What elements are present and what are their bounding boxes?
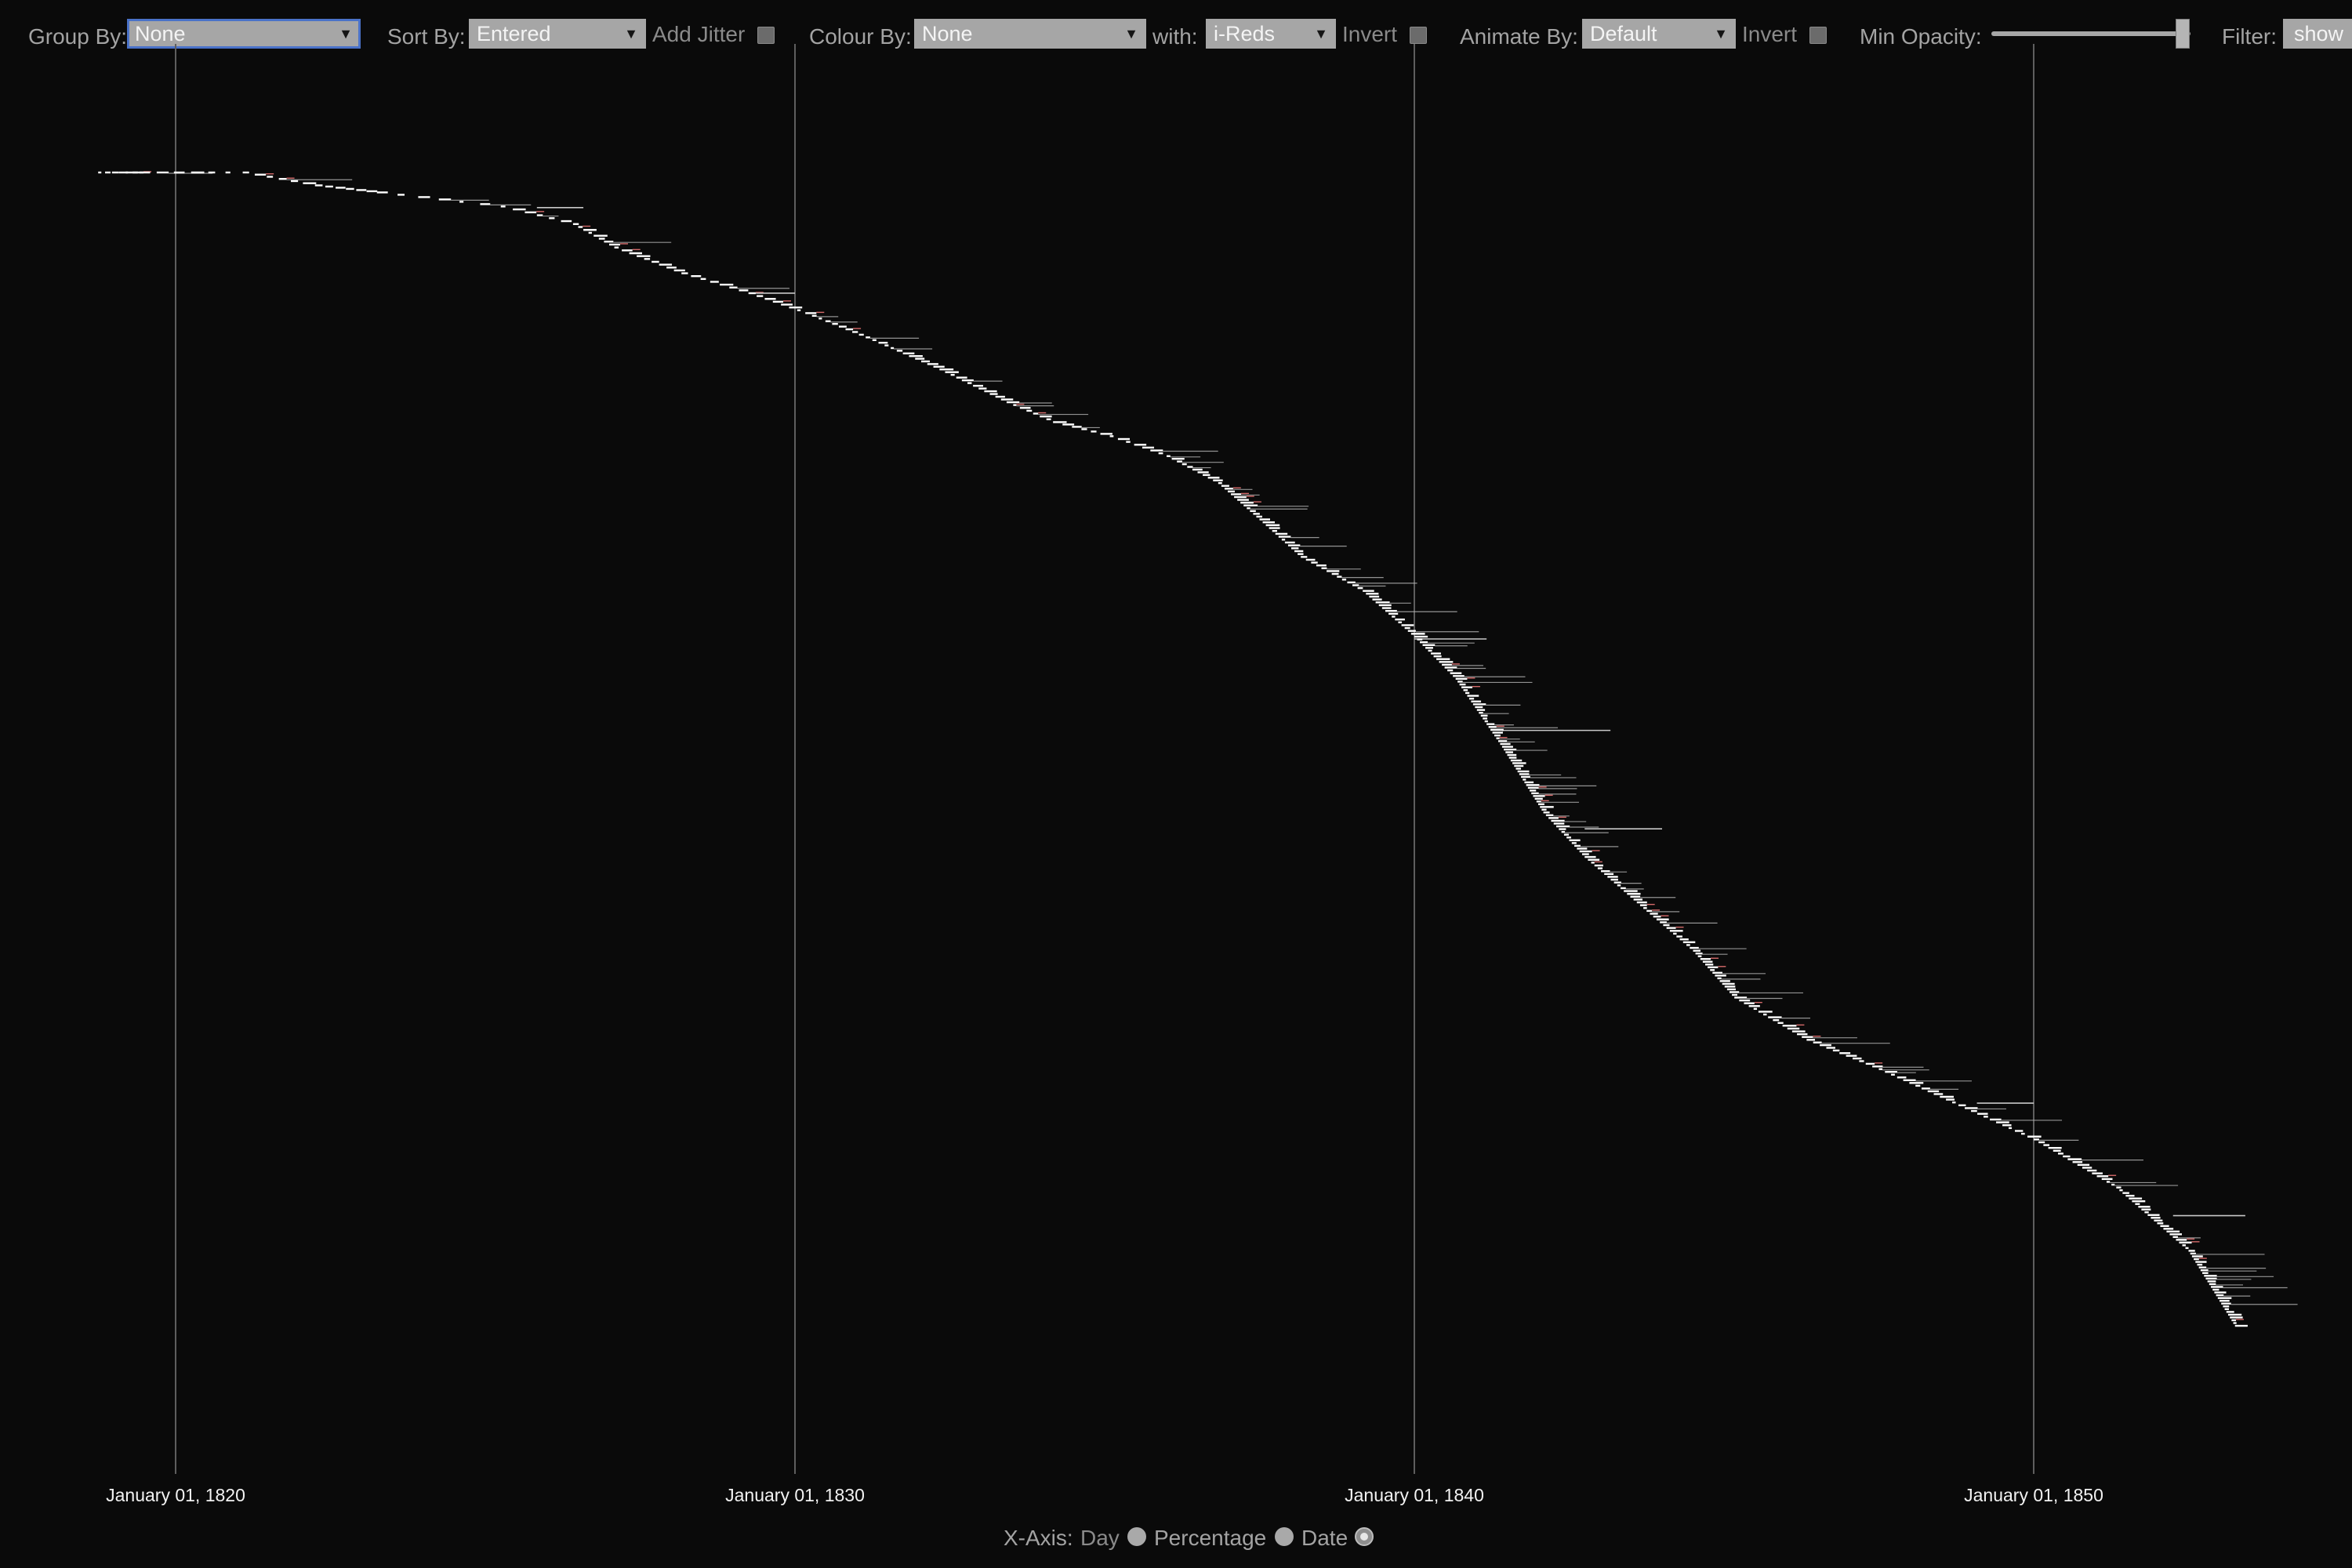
x-tick-label: January 01, 1850	[1964, 1485, 2103, 1505]
toolbar: Group By: None ▼ Sort By: Entered ▼ Add …	[0, 0, 2352, 71]
sort-by-value: Entered	[477, 22, 551, 45]
grid-lines	[175, 44, 2034, 1474]
x-axis-option-date-label: Date	[1301, 1526, 1348, 1550]
invert-animate-label: Invert	[1742, 22, 1798, 46]
colour-by-select[interactable]: None ▼	[914, 19, 1146, 49]
animate-by-label: Animate By:	[1460, 24, 1578, 49]
x-tick-label: January 01, 1840	[1345, 1485, 1484, 1505]
animate-by-select[interactable]: Default ▼	[1582, 19, 1736, 49]
sort-by-select[interactable]: Entered ▼	[469, 19, 646, 49]
x-axis-percentage-radio[interactable]	[1275, 1527, 1294, 1546]
min-opacity-slider[interactable]	[1991, 31, 2190, 36]
sort-by-label: Sort By:	[387, 24, 466, 49]
x-axis-option-percentage-label: Percentage	[1154, 1526, 1267, 1550]
x-axis-day-radio[interactable]	[1127, 1527, 1146, 1546]
invert-colour-checkbox[interactable]	[1410, 27, 1427, 44]
chevron-down-icon: ▼	[1124, 26, 1138, 42]
chevron-down-icon: ▼	[1714, 26, 1728, 42]
x-tick-label: January 01, 1820	[106, 1485, 245, 1505]
group-by-label: Group By:	[28, 24, 128, 49]
filter-label: Filter:	[2222, 24, 2277, 49]
colour-by-value: None	[922, 22, 973, 45]
min-opacity-slider-handle[interactable]	[2176, 19, 2190, 49]
invert-animate-checkbox[interactable]	[1809, 27, 1827, 44]
x-axis-label: X-Axis:	[1004, 1526, 1073, 1550]
x-axis-option-day-label: Day	[1080, 1526, 1120, 1550]
invert-colour-label: Invert	[1342, 22, 1398, 46]
chevron-down-icon: ▼	[624, 26, 638, 42]
colour-scheme-select[interactable]: i-Reds ▼	[1206, 19, 1336, 49]
with-label: with:	[1152, 24, 1198, 49]
data-points	[98, 171, 2248, 1327]
duration-lines	[143, 171, 2298, 1320]
timeline-chart: January 01, 1820 January 01, 1830 January …	[98, 44, 2298, 1505]
min-opacity-label: Min Opacity:	[1860, 24, 1982, 49]
x-tick-label: January 01, 1830	[725, 1485, 865, 1505]
chevron-down-icon: ▼	[1314, 26, 1328, 42]
x-axis-date-radio[interactable]	[1355, 1527, 1374, 1546]
animate-by-value: Default	[1590, 22, 1657, 45]
group-by-value: None	[135, 22, 186, 45]
colour-scheme-value: i-Reds	[1214, 22, 1276, 45]
chevron-down-icon: ▼	[339, 26, 353, 42]
x-axis-ticks: January 01, 1820 January 01, 1830 January …	[106, 1485, 2103, 1505]
add-jitter-label: Add Jitter	[652, 22, 746, 46]
group-by-select[interactable]: None ▼	[127, 19, 361, 49]
add-jitter-checkbox[interactable]	[757, 27, 775, 44]
filter-show-button[interactable]: show	[2283, 19, 2352, 49]
colour-by-label: Colour By:	[809, 24, 912, 49]
